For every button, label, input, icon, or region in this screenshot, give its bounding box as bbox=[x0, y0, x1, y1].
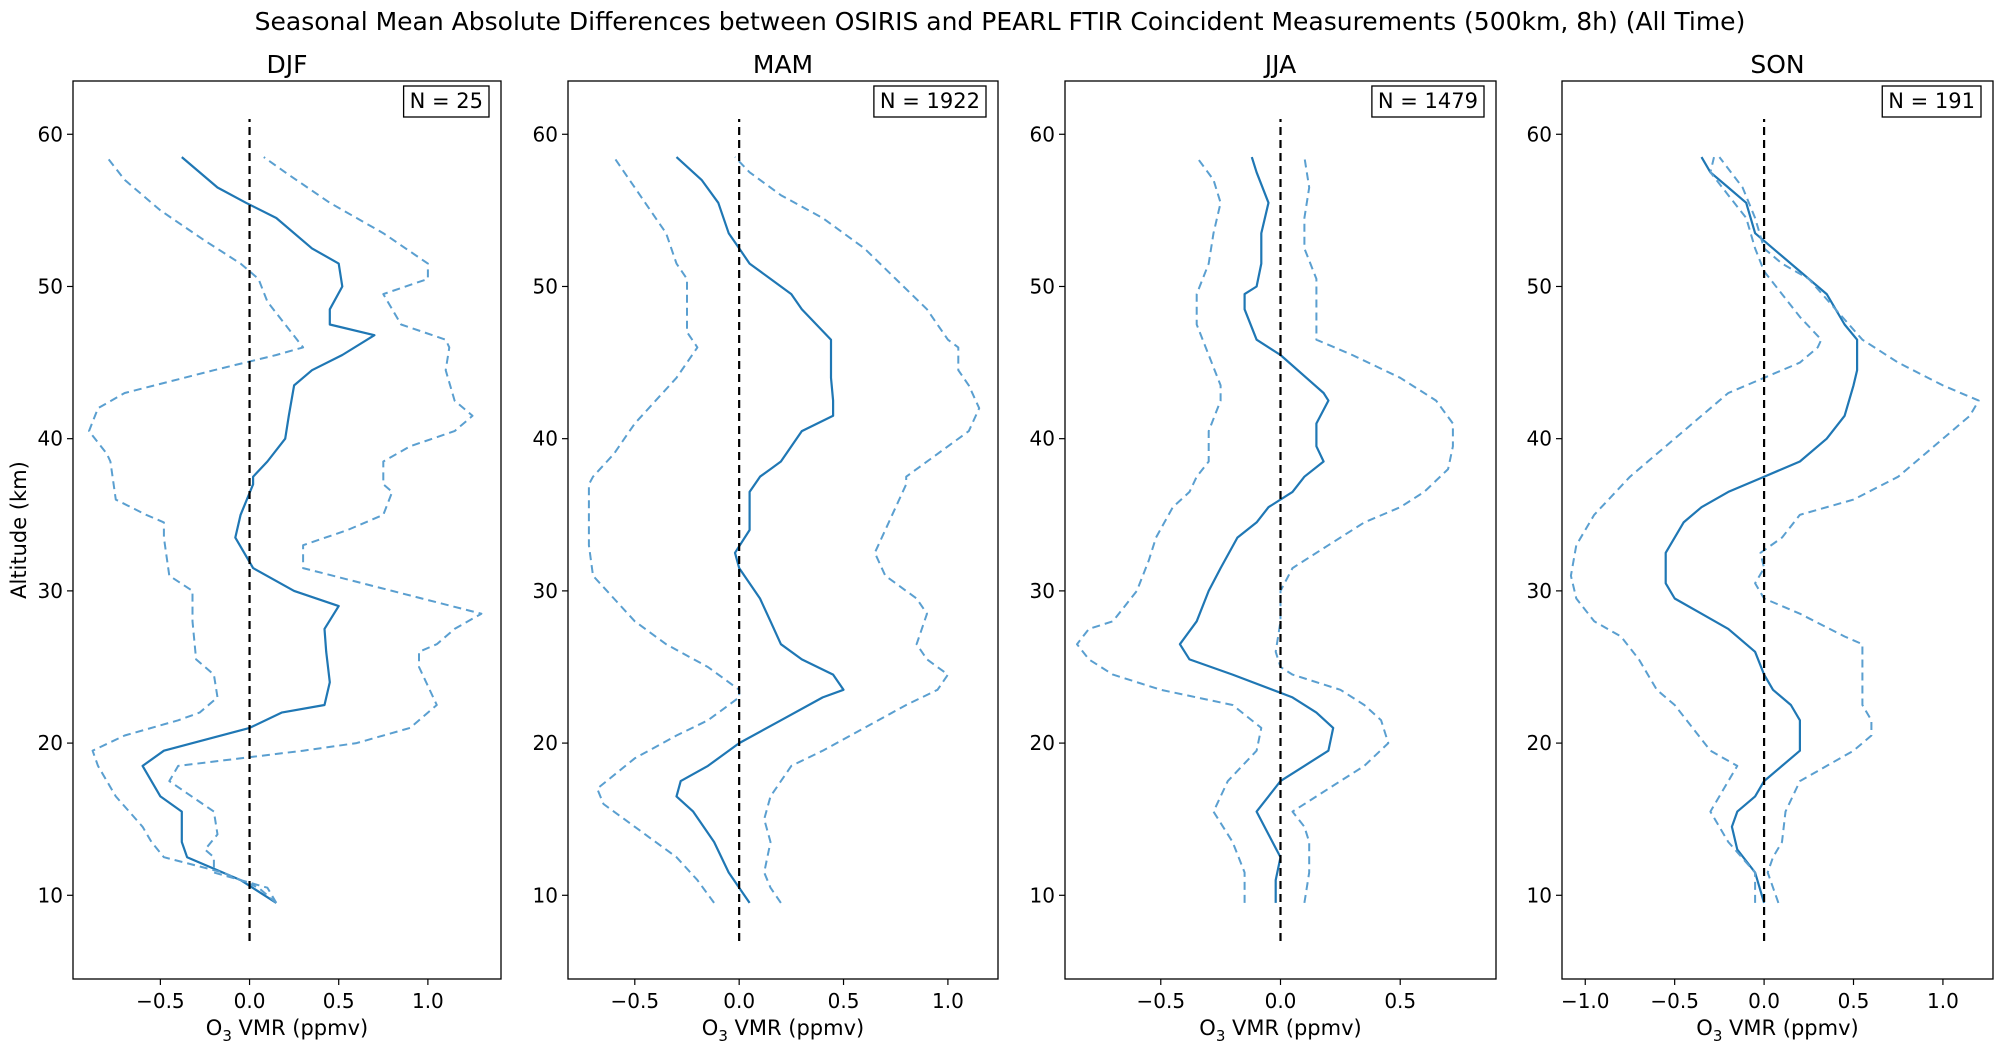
plot-area bbox=[1569, 119, 1980, 941]
x-tick-label: −0.5 bbox=[611, 989, 660, 1013]
sample-count-label: N = 191 bbox=[1888, 89, 1975, 113]
std-bound-line-1 bbox=[587, 156, 741, 904]
panel-title: MAM bbox=[753, 50, 813, 79]
x-tick-label: −0.5 bbox=[136, 989, 185, 1013]
panel-djf: DJF −0.5 0.0 0.5 1.0 10 20 30 40 50 60 O3 VMR (ppmv… bbox=[7, 50, 502, 1045]
y-tick-label: 10 bbox=[1030, 883, 1055, 907]
y-tick-label: 20 bbox=[38, 731, 63, 755]
y-tick-label: 30 bbox=[38, 579, 63, 603]
y-tick-label: 60 bbox=[533, 122, 558, 146]
axes-frame bbox=[1561, 80, 1994, 980]
y-tick-label: 20 bbox=[1527, 731, 1552, 755]
x-tick-label: 0.5 bbox=[828, 989, 860, 1013]
y-tick-label: 10 bbox=[533, 883, 558, 907]
mean-difference-line bbox=[675, 156, 845, 904]
axes-frame bbox=[1064, 80, 1497, 980]
figure-title: Seasonal Mean Absolute Differences betwe… bbox=[255, 7, 1746, 36]
panel-mam: MAM −0.5 0.0 0.5 1.0 10 20 30 40 50 60 O3 VMR (ppmv… bbox=[533, 50, 999, 1045]
panel-son: SON −1.0 −0.5 0.0 0.5 1.0 10 20 30 40 50 60 O3 VMR (… bbox=[1527, 50, 1994, 1045]
y-tick-label: 40 bbox=[1527, 427, 1552, 451]
y-tick-label: 50 bbox=[533, 274, 558, 298]
y-tick-label: 50 bbox=[1527, 274, 1552, 298]
sample-count-box bbox=[1881, 85, 1982, 118]
x-tick-label: 0.5 bbox=[323, 989, 355, 1013]
y-tick-label: 30 bbox=[533, 579, 558, 603]
x-tick-label: 0.5 bbox=[1838, 989, 1870, 1013]
x-tick-label: 0.5 bbox=[1384, 989, 1416, 1013]
sample-count-box bbox=[1371, 85, 1485, 118]
panel-title: DJF bbox=[266, 50, 307, 79]
plot-area bbox=[1076, 119, 1454, 941]
x-axis-label-sub: 3 bbox=[1216, 1027, 1226, 1045]
sample-count-label: N = 1922 bbox=[880, 89, 980, 113]
x-axis-label-main: O bbox=[1696, 1016, 1713, 1040]
x-axis-label: O3 VMR (ppmv) bbox=[702, 1016, 864, 1045]
std-bound-line-2 bbox=[168, 156, 483, 904]
x-tick-label: 1.0 bbox=[1927, 989, 1959, 1013]
mean-difference-line bbox=[1664, 156, 1859, 904]
sample-count-label: N = 1479 bbox=[1378, 89, 1478, 113]
y-tick-label: 30 bbox=[1527, 579, 1552, 603]
plot-area bbox=[88, 119, 483, 941]
plot-area bbox=[587, 119, 981, 941]
y-tick-label: 30 bbox=[1030, 579, 1055, 603]
y-tick-label: 50 bbox=[1030, 274, 1055, 298]
panel-title: JJA bbox=[1263, 50, 1296, 79]
y-tick-label: 40 bbox=[533, 427, 558, 451]
y-axis-label: Altitude (km) bbox=[7, 461, 31, 599]
panel-jja: JJA −0.5 0.0 0.5 10 20 30 40 50 60 O3 VMR (ppmv) N … bbox=[1030, 50, 1497, 1045]
x-axis-label-main: O bbox=[1199, 1016, 1216, 1040]
axes-frame bbox=[72, 80, 502, 980]
y-tick-label: 60 bbox=[1030, 122, 1055, 146]
x-axis-label: O3 VMR (ppmv) bbox=[1199, 1016, 1361, 1045]
y-tick-label: 20 bbox=[533, 731, 558, 755]
std-bound-line-1 bbox=[1076, 156, 1263, 903]
sample-count-box bbox=[873, 85, 987, 118]
x-axis-label-sub: 3 bbox=[222, 1027, 232, 1045]
x-tick-label: 1.0 bbox=[412, 989, 444, 1013]
std-bound-line-1 bbox=[1569, 156, 1823, 903]
x-tick-label: −0.5 bbox=[1650, 989, 1699, 1013]
x-axis-label-sub: 3 bbox=[718, 1027, 728, 1045]
x-tick-label: 0.0 bbox=[723, 989, 755, 1013]
y-tick-label: 20 bbox=[1030, 731, 1055, 755]
x-tick-label: 1.0 bbox=[932, 989, 964, 1013]
x-tick-label: 0.0 bbox=[234, 989, 266, 1013]
x-tick-label: 0.0 bbox=[1265, 989, 1297, 1013]
x-tick-label: −1.0 bbox=[1561, 989, 1610, 1013]
y-tick-label: 60 bbox=[38, 122, 63, 146]
x-axis-label-rest: VMR (ppmv) bbox=[232, 1016, 368, 1040]
sample-count-box bbox=[402, 85, 490, 118]
std-bound-line-2 bbox=[1718, 156, 1980, 904]
x-axis-label-main: O bbox=[206, 1016, 223, 1040]
y-tick-label: 40 bbox=[1030, 427, 1055, 451]
x-axis-label-rest: VMR (ppmv) bbox=[1722, 1016, 1858, 1040]
x-axis-label-sub: 3 bbox=[1713, 1027, 1723, 1045]
y-tick-label: 10 bbox=[1527, 883, 1552, 907]
mean-difference-line bbox=[1178, 156, 1335, 903]
std-bound-line-2 bbox=[1274, 156, 1454, 904]
x-axis-label: O3 VMR (ppmv) bbox=[206, 1016, 368, 1045]
y-tick-label: 50 bbox=[38, 274, 63, 298]
x-axis-label: O3 VMR (ppmv) bbox=[1696, 1016, 1858, 1045]
mean-difference-line bbox=[141, 156, 376, 904]
y-tick-label: 10 bbox=[38, 883, 63, 907]
x-axis-label-rest: VMR (ppmv) bbox=[1225, 1016, 1361, 1040]
x-axis-label-rest: VMR (ppmv) bbox=[728, 1016, 864, 1040]
panel-title: SON bbox=[1750, 50, 1804, 79]
y-tick-label: 40 bbox=[38, 427, 63, 451]
sample-count-label: N = 25 bbox=[410, 89, 483, 113]
x-tick-label: −0.5 bbox=[1136, 989, 1185, 1013]
x-tick-label: 0.0 bbox=[1748, 989, 1780, 1013]
y-tick-label: 60 bbox=[1527, 122, 1552, 146]
std-bound-line-2 bbox=[734, 156, 981, 904]
axes-frame bbox=[567, 80, 999, 980]
x-axis-label-main: O bbox=[702, 1016, 719, 1040]
std-bound-line-1 bbox=[88, 156, 305, 904]
